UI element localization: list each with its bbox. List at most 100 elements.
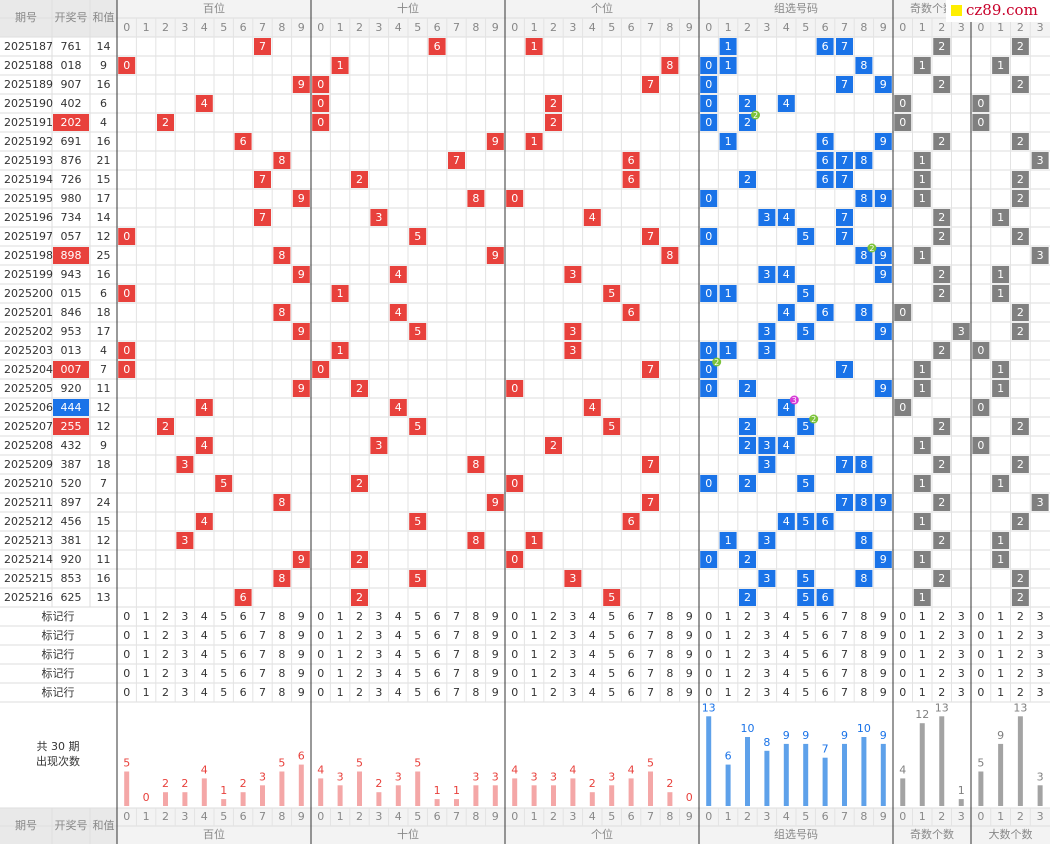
issue: 2025210 — [4, 477, 53, 490]
number-cell — [816, 171, 834, 188]
number-cell — [292, 190, 310, 207]
digit-header: 8 — [472, 21, 479, 34]
number-cell-label: 4 — [783, 401, 790, 414]
number-cell — [642, 228, 659, 245]
mark-digit: 7 — [841, 610, 848, 623]
number-cell-label: 1 — [725, 534, 732, 547]
number-cell — [816, 152, 834, 169]
number-cell — [992, 57, 1010, 74]
mark-digit: 1 — [143, 667, 150, 680]
count-bar — [531, 785, 537, 806]
number-cell-label: 5 — [802, 420, 809, 433]
number-cell — [389, 399, 407, 416]
mark-digit: 6 — [240, 686, 247, 699]
digit-header: 9 — [492, 21, 499, 34]
repeat-badge-label: 3 — [792, 396, 797, 405]
number-cell-label: 8 — [472, 192, 479, 205]
count-bar — [492, 785, 498, 806]
issue: 2025195 — [4, 192, 53, 205]
draw-number: 432 — [61, 439, 82, 452]
number-cell — [292, 551, 310, 568]
number-cell-label: 4 — [201, 97, 208, 110]
number-cell — [758, 266, 776, 283]
mark-digit: 1 — [337, 667, 344, 680]
mark-digit: 0 — [899, 667, 906, 680]
digit-header: 6 — [628, 21, 635, 34]
number-cell — [215, 475, 233, 492]
number-cell — [836, 209, 853, 226]
number-cell — [739, 418, 756, 435]
digit-header: 0 — [511, 810, 518, 823]
digit-header: 2 — [1017, 21, 1024, 34]
draw-number: 897 — [61, 496, 82, 509]
number-cell-label: 9 — [880, 249, 887, 262]
mark-digit: 5 — [414, 686, 421, 699]
mark-digit: 8 — [472, 686, 479, 699]
count-bar — [260, 785, 265, 806]
number-cell — [603, 285, 621, 302]
number-cell-label: 5 — [414, 572, 421, 585]
sum: 11 — [97, 382, 111, 395]
number-cell-label: 4 — [783, 439, 790, 452]
number-cell — [836, 494, 853, 511]
mark-digit: 4 — [395, 667, 402, 680]
number-cell — [719, 38, 737, 55]
number-cell-label: 3 — [1037, 496, 1044, 509]
number-cell-label: 7 — [647, 496, 654, 509]
mark-digit: 2 — [744, 610, 751, 623]
repeat-badge — [867, 243, 877, 253]
number-cell — [292, 323, 310, 340]
number-cell — [642, 76, 659, 93]
count-label: 4 — [569, 763, 576, 776]
number-cell-label: 0 — [977, 439, 984, 452]
number-cell — [409, 418, 427, 435]
number-cell — [564, 323, 582, 340]
mark-digit: 0 — [511, 629, 518, 642]
mark-digit: 2 — [550, 610, 557, 623]
number-cell-label: 5 — [802, 591, 809, 604]
number-cell — [331, 342, 349, 359]
mark-digit: 3 — [569, 610, 576, 623]
mark-digit: 8 — [472, 667, 479, 680]
digit-header: 0 — [705, 21, 712, 34]
number-cell — [777, 437, 795, 454]
digit-header: 6 — [434, 21, 441, 34]
number-cell-label: 2 — [356, 553, 363, 566]
number-cell — [855, 570, 873, 587]
number-highlight — [53, 361, 89, 378]
number-cell — [176, 456, 194, 473]
mark-digit: 2 — [938, 610, 945, 623]
number-cell-label: 0 — [123, 230, 130, 243]
number-cell-label: 9 — [492, 249, 499, 262]
number-cell — [874, 494, 892, 511]
number-cell-label: 2 — [1017, 192, 1024, 205]
mark-digit: 0 — [977, 648, 984, 661]
mark-digit: 2 — [744, 686, 751, 699]
number-cell — [933, 133, 951, 150]
mark-digit: 5 — [414, 629, 421, 642]
digit-header: 3 — [958, 21, 965, 34]
issue: 2025212 — [4, 515, 53, 528]
number-cell — [642, 456, 659, 473]
number-cell-label: 0 — [977, 116, 984, 129]
issue: 2025202 — [4, 325, 53, 338]
mark-digit: 7 — [453, 686, 460, 699]
number-cell-label: 1 — [919, 192, 926, 205]
count-bar — [512, 778, 518, 806]
number-cell-label: 1 — [997, 534, 1004, 547]
number-cell — [913, 380, 931, 397]
group-name: 百位 — [203, 827, 225, 841]
digit-header: 4 — [783, 810, 790, 823]
number-cell-label: 4 — [395, 306, 402, 319]
count-bar — [589, 792, 595, 806]
draw-number: 402 — [61, 97, 82, 110]
issue: 2025189 — [4, 78, 53, 91]
number-cell-label: 5 — [802, 230, 809, 243]
number-cell — [894, 399, 912, 416]
number-cell-label: 3 — [375, 211, 382, 224]
number-cell — [739, 171, 756, 188]
number-cell — [992, 475, 1010, 492]
count-bar — [201, 778, 207, 806]
mark-digit: 6 — [822, 648, 829, 661]
issue: 2025191 — [4, 116, 53, 129]
